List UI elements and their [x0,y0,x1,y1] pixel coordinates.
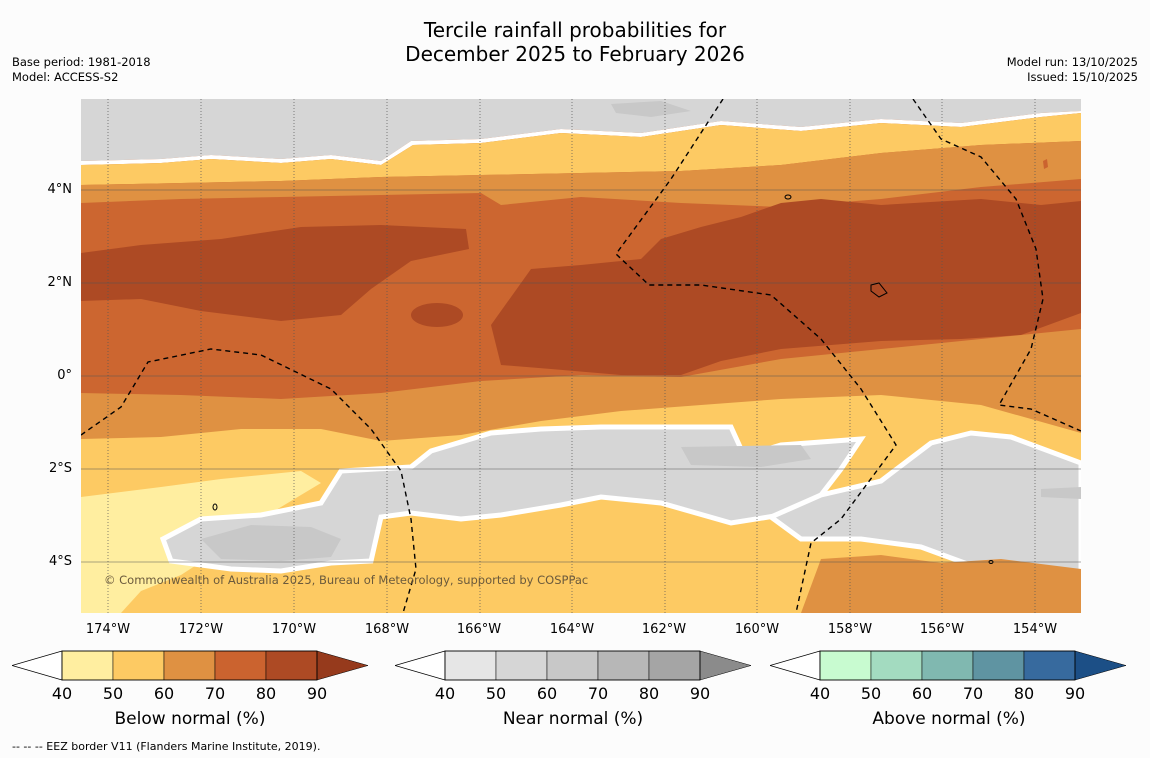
colorbar-near-60-70 [546,650,599,681]
colorbar-near-extend-low [395,650,446,681]
cbar-below-tick-60: 60 [153,684,175,703]
cbar-above-tick-50: 50 [860,684,882,703]
cbar-above-tick-40: 40 [809,684,831,703]
colorbar-below-extend-high [316,650,369,681]
copyright-notice: © Commonwealth of Australia 2025, Bureau… [104,573,589,587]
colorbar-near-title: Near normal (%) [502,709,644,729]
cbar-below-tick-70: 70 [204,684,226,703]
lon-label-164w: 164°W [549,622,595,637]
cbar-below-tick-50: 50 [102,684,124,703]
colorbar-above-60-70 [921,650,974,681]
near-normal-border-north [81,111,1081,165]
cbar-near-tick-60: 60 [536,684,558,703]
cbar-above-tick-70: 70 [962,684,984,703]
below-normal-50-60-north [81,113,1081,185]
run-info: Model run: 13/10/2025 Issued: 15/10/2025 [1007,55,1138,85]
lon-label-160w: 160°W [734,622,780,637]
title-line-2: December 2025 to February 2026 [405,42,745,66]
cbar-below-tick-40: 40 [51,684,73,703]
colorbar-near-80-90 [648,650,701,681]
colorbar-below-60-70 [163,650,216,681]
colorbar-above-40-50 [819,650,872,681]
colorbar-above-80-90 [1023,650,1076,681]
islands [212,194,994,564]
below-normal-70-80-patch [1043,159,1048,169]
colorbar-near-40-50 [444,650,497,681]
lat-label-0: 0° [57,368,72,383]
cbar-near-tick-40: 40 [434,684,456,703]
lon-label-156w: 156°W [919,622,965,637]
cbar-near-tick-70: 70 [587,684,609,703]
model-run-date: Model run: 13/10/2025 [1006,55,1138,69]
lon-label-166w: 166°W [456,622,502,637]
lon-label-162w: 162°W [641,622,687,637]
below-normal-60-70-southeast [801,555,1081,613]
colorbar-below-extend-low [12,650,63,681]
near-normal-patch-south-1 [201,525,341,561]
lon-label-168w: 168°W [364,622,410,637]
near-normal-border-south [159,424,866,574]
lat-label-2n: 2°N [47,275,73,290]
colorbar-above-50-60 [870,650,923,681]
near-normal-patch-east [1041,487,1081,499]
model-info: Base period: 1981-2018 Model: ACCESS-S2 [12,55,151,85]
colorbar-near-extend-high [699,650,752,681]
cbar-above-tick-90: 90 [1064,684,1086,703]
colorbar-below-50-60 [112,650,165,681]
lat-label-2s: 2°S [48,461,72,476]
colorbar-above-normal [770,650,1127,681]
colorbar-above-extend-low [770,650,821,681]
cbar-below-tick-90: 90 [306,684,328,703]
graticule-lat [81,189,1081,563]
lon-label-174w: 174°W [85,622,131,637]
colorbar-near-50-60 [495,650,548,681]
near-normal-border-east [766,430,1081,613]
near-normal-region-south [163,427,861,571]
lat-label-4n: 4°N [47,182,73,197]
below-normal-80-90-east [491,199,1081,375]
issued-date: Issued: 15/10/2025 [1027,70,1138,84]
colorbar-above-title: Above normal (%) [872,709,1026,729]
below-normal-80-90-patch [411,303,463,327]
eez-border [81,99,1081,613]
base-period: Base period: 1981-2018 [12,55,151,69]
cbar-near-tick-90: 90 [689,684,711,703]
below-normal-80-90-west [81,225,469,321]
lon-label-172w: 172°W [178,622,224,637]
colorbar-below-80-90 [265,650,318,681]
colorbar-below-title: Below normal (%) [114,709,266,729]
cbar-above-tick-80: 80 [1013,684,1035,703]
colorbar-below-normal [12,650,369,681]
near-normal-patch-north [611,101,691,117]
eez-footnote: -- -- -- EEZ border V11 (Flanders Marine… [12,740,321,753]
colorbar-below-40-50 [61,650,114,681]
below-normal-60-70-north [81,141,1081,207]
title-line-1: Tercile rainfall probabilities for [423,18,727,42]
colorbar-above-extend-high [1074,650,1127,681]
colorbar-near-70-80 [597,650,650,681]
model-name: Model: ACCESS-S2 [12,70,119,84]
cbar-near-tick-80: 80 [638,684,660,703]
colorbar-above-70-80 [972,650,1025,681]
cbar-below-tick-80: 80 [255,684,277,703]
lon-label-158w: 158°W [827,622,873,637]
colorbar-below-70-80 [214,650,267,681]
probability-map [81,99,1081,613]
colorbar-near-normal [395,650,752,681]
lon-label-170w: 170°W [271,622,317,637]
cbar-above-tick-60: 60 [911,684,933,703]
lon-label-154w: 154°W [1012,622,1058,637]
cbar-near-tick-50: 50 [485,684,507,703]
near-normal-patch-south-2 [681,445,811,467]
map-title: Tercile rainfall probabilities for Decem… [0,18,1150,66]
lat-label-4s: 4°S [48,554,72,569]
